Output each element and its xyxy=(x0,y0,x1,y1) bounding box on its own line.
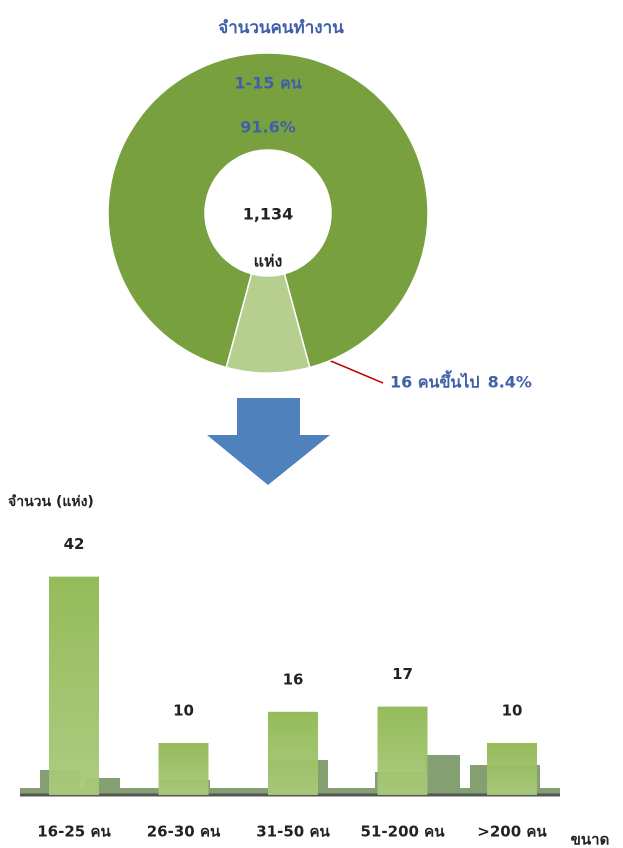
bar xyxy=(159,743,209,795)
x-tick-label: 51-200 คน xyxy=(361,823,446,841)
slice-value-label: 8.4% xyxy=(488,373,532,392)
bar xyxy=(487,743,537,795)
value-label: 17 xyxy=(392,665,413,683)
center-unit: แห่ง xyxy=(254,252,283,271)
center-value: 1,134 xyxy=(243,205,294,224)
x-tick-label: 31-50 คน xyxy=(256,823,330,841)
slice-value-label: 91.6% xyxy=(240,118,296,137)
x-tick-label: 16-25 คน xyxy=(37,823,111,841)
bar xyxy=(49,577,99,795)
value-label: 42 xyxy=(64,535,85,553)
y-axis-label: จำนวน (แห่ง) xyxy=(8,494,94,510)
page: จำนวนคนทำงาน 1-15 คน 91.6% 16 คนขึ้นไป 8.4%… xyxy=(0,0,623,848)
x-axis-label: ขนาด xyxy=(571,831,610,848)
slice-label: 16 คนขึ้นไป xyxy=(390,370,480,392)
bar xyxy=(378,707,428,795)
bar xyxy=(268,712,318,795)
donut-title: จำนวนคนทำงาน xyxy=(218,18,344,38)
value-label: 10 xyxy=(173,702,194,720)
x-tick-label: >200 คน xyxy=(477,823,547,841)
value-label: 16 xyxy=(283,670,304,688)
x-tick-label: 26-30 คน xyxy=(147,823,221,841)
slice-label: 1-15 คน xyxy=(234,74,301,93)
down-arrow xyxy=(207,398,330,485)
value-label: 10 xyxy=(502,702,523,720)
